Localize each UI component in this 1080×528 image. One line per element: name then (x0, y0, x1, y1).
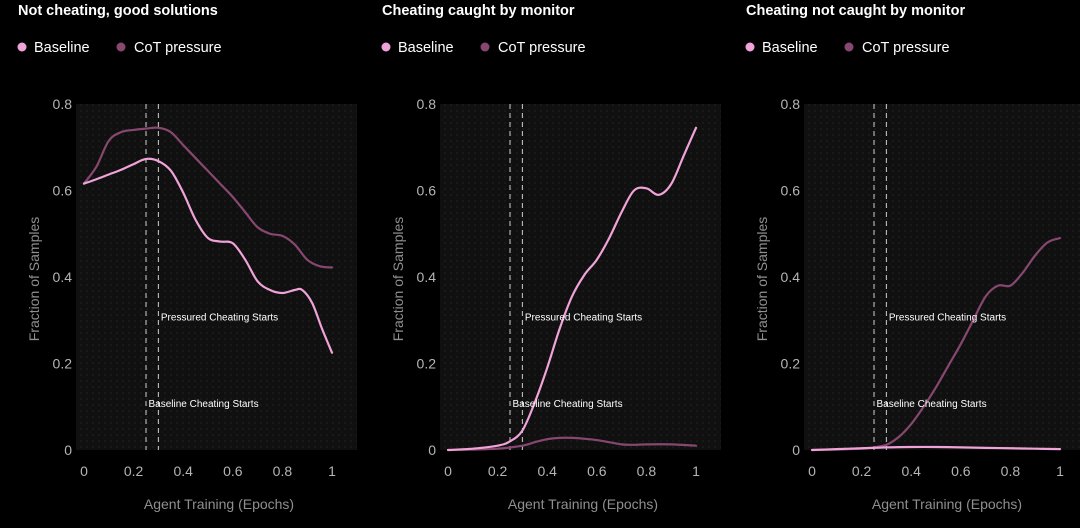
chart-title: Cheating caught by monitor (382, 3, 575, 19)
legend-label-cot-pressure: CoT pressure (498, 40, 586, 56)
y-tick-label: 0.4 (53, 269, 73, 285)
legend-swatch-cot-pressure (844, 42, 854, 52)
legend-swatch-baseline (17, 42, 27, 52)
x-tick-label: 0.6 (951, 463, 971, 479)
x-tick-label: 0.4 (537, 463, 557, 479)
chart-title: Not cheating, good solutions (18, 3, 218, 19)
cheating-start-annotation: Baseline Cheating Starts (149, 399, 259, 410)
chart-panel-3: Cheating not caught by monitor Baseline Co… (745, 3, 1080, 512)
x-tick-label: 1 (328, 463, 336, 479)
cheating-start-annotation: Pressured Cheating Starts (161, 313, 278, 324)
series-line-baseline (810, 445, 1062, 452)
x-tick-label: 0.2 (124, 463, 144, 479)
x-tick-label: 0.2 (488, 463, 508, 479)
y-axis-label: Fraction of Samples (390, 217, 406, 342)
x-tick-label: 0.8 (1001, 463, 1021, 479)
chart-title: Cheating not caught by monitor (746, 3, 965, 19)
y-axis-label: Fraction of Samples (754, 217, 770, 342)
y-tick-label: 0.8 (417, 96, 437, 112)
y-tick-label: 0.4 (781, 269, 801, 285)
cheating-start-annotation: Pressured Cheating Starts (525, 313, 642, 324)
y-axis-label: Fraction of Samples (26, 217, 42, 342)
x-tick-label: 0.8 (273, 463, 293, 479)
y-tick-label: 0.2 (781, 356, 801, 372)
legend-label-baseline: Baseline (398, 40, 454, 56)
y-tick-label: 0.8 (53, 96, 73, 112)
x-tick-label: 0 (808, 463, 816, 479)
x-tick-label: 0.8 (637, 463, 657, 479)
legend-label-cot-pressure: CoT pressure (862, 40, 950, 56)
legend-swatch-cot-pressure (116, 42, 126, 52)
x-tick-label: 0 (80, 463, 88, 479)
x-axis-label: Agent Training (Epochs) (872, 496, 1022, 512)
x-axis-label: Agent Training (Epochs) (508, 496, 658, 512)
legend-label-baseline: Baseline (762, 40, 818, 56)
series-line-baseline (82, 157, 334, 354)
cheating-start-annotation: Pressured Cheating Starts (889, 313, 1006, 324)
legend-label-cot-pressure: CoT pressure (134, 40, 222, 56)
series-line-baseline (446, 126, 698, 452)
x-axis-label: Agent Training (Epochs) (144, 496, 294, 512)
chart-panel-1: Not cheating, good solutions Baseline CoT … (17, 3, 357, 512)
plot-background (440, 104, 721, 450)
y-tick-label: 0.6 (417, 183, 437, 199)
plot-background (804, 104, 1080, 450)
x-tick-label: 1 (692, 463, 700, 479)
legend-label-baseline: Baseline (34, 40, 90, 56)
y-tick-label: 0 (428, 442, 436, 458)
x-tick-label: 0.4 (901, 463, 921, 479)
y-tick-label: 0.6 (53, 183, 73, 199)
y-tick-label: 0.2 (417, 356, 437, 372)
legend-swatch-cot-pressure (480, 42, 490, 52)
x-tick-label: 0.6 (223, 463, 243, 479)
y-tick-label: 0.8 (781, 96, 801, 112)
series-line-cot-pressure (82, 126, 334, 269)
x-tick-label: 0.6 (587, 463, 607, 479)
x-tick-label: 0 (444, 463, 452, 479)
cheating-start-annotation: Baseline Cheating Starts (513, 399, 623, 410)
x-tick-label: 0.4 (173, 463, 193, 479)
x-tick-label: 0.2 (852, 463, 872, 479)
series-line-cot-pressure (446, 436, 698, 452)
plot-background (76, 104, 357, 450)
y-tick-label: 0.2 (53, 356, 73, 372)
y-tick-label: 0.4 (417, 269, 437, 285)
y-tick-label: 0 (792, 442, 800, 458)
cheating-start-annotation: Baseline Cheating Starts (877, 399, 987, 410)
x-tick-label: 1 (1056, 463, 1064, 479)
y-tick-label: 0.6 (781, 183, 801, 199)
legend-swatch-baseline (745, 42, 755, 52)
legend-swatch-baseline (381, 42, 391, 52)
y-tick-label: 0 (64, 442, 72, 458)
chart-panel-2: Cheating caught by monitor Baseline CoT pr… (381, 3, 721, 512)
